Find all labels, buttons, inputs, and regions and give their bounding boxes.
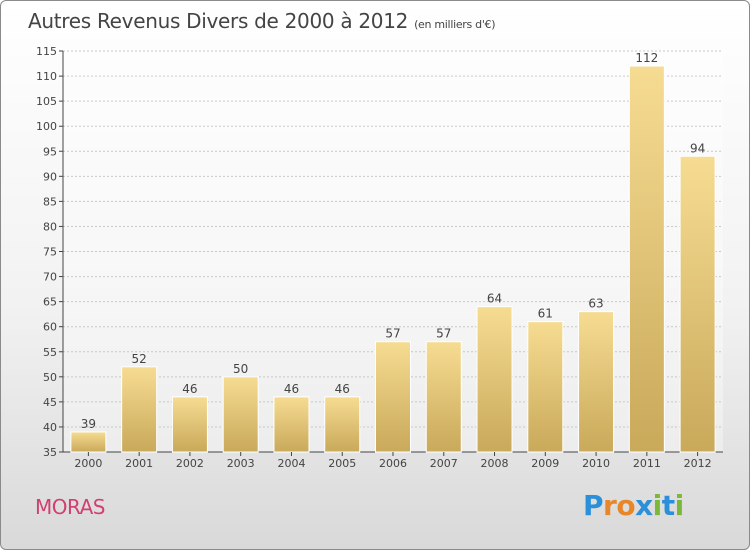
y-tick-label: 95 (43, 145, 57, 158)
bar (578, 311, 615, 453)
x-tick-label: 2011 (633, 457, 661, 470)
x-tick-label: 2012 (684, 457, 712, 470)
data-label: 52 (132, 352, 147, 366)
y-tick-label: 50 (43, 371, 57, 384)
x-tick-label: 2006 (379, 457, 407, 470)
y-tick-label: 35 (43, 446, 57, 459)
y-tick-label: 60 (43, 321, 57, 334)
logo-letter: P (583, 489, 604, 522)
bar (171, 396, 208, 453)
logo-letter: i (674, 489, 685, 522)
data-label: 57 (385, 327, 400, 341)
data-label: 57 (436, 327, 451, 341)
bar (70, 431, 107, 453)
bar (476, 306, 513, 453)
logo-letter: r (603, 489, 617, 522)
x-tick-label: 2000 (74, 457, 102, 470)
y-tick-label: 45 (43, 396, 57, 409)
y-tick-label: 80 (43, 220, 57, 233)
x-tick-label: 2010 (582, 457, 610, 470)
chart-title-text: Autres Revenus Divers de 2000 à 2012 (28, 9, 409, 33)
chart-title: Autres Revenus Divers de 2000 à 2012 (en … (28, 9, 496, 33)
logo-letter: i (652, 489, 663, 522)
data-label: 61 (538, 307, 553, 321)
data-label: 46 (335, 382, 350, 396)
data-label: 46 (182, 382, 197, 396)
y-tick-label: 70 (43, 271, 57, 284)
y-tick-label: 110 (36, 70, 57, 83)
y-tick-label: 90 (43, 170, 57, 183)
logo-letter: o (616, 489, 636, 522)
x-tick-label: 2004 (277, 457, 305, 470)
logo-letter: t (661, 489, 675, 522)
bar (121, 366, 158, 453)
bar (375, 341, 411, 453)
y-tick-label: 55 (43, 346, 57, 359)
y-tick-label: 85 (43, 195, 57, 208)
bar (527, 321, 564, 453)
data-label: 64 (487, 292, 502, 306)
bar (628, 65, 665, 453)
chart-subtitle: (en milliers d'€) (414, 18, 496, 31)
data-label: 94 (690, 141, 705, 155)
proxiti-logo: Proxiti (583, 489, 684, 522)
bar (324, 396, 361, 453)
x-tick-label: 2001 (125, 457, 153, 470)
y-tick-label: 40 (43, 421, 57, 434)
data-label: 63 (588, 297, 603, 311)
bar (222, 376, 259, 453)
x-tick-label: 2003 (227, 457, 255, 470)
y-tick-label: 105 (36, 95, 57, 108)
y-tick-label: 100 (36, 120, 57, 133)
data-label: 112 (635, 51, 658, 65)
bar (679, 155, 716, 453)
x-tick-label: 2007 (430, 457, 458, 470)
data-label: 50 (233, 362, 248, 376)
data-label: 46 (284, 382, 299, 396)
bar (273, 396, 310, 453)
data-label: 39 (81, 417, 96, 431)
x-tick-label: 2008 (481, 457, 509, 470)
bar (425, 341, 462, 453)
y-tick-label: 65 (43, 296, 57, 309)
x-tick-label: 2009 (531, 457, 559, 470)
y-tick-label: 115 (36, 45, 57, 58)
place-name: MORAS (35, 495, 105, 519)
x-tick-label: 2005 (328, 457, 356, 470)
x-tick-label: 2002 (176, 457, 204, 470)
logo-letter: x (635, 489, 653, 522)
y-tick-label: 75 (43, 246, 57, 259)
